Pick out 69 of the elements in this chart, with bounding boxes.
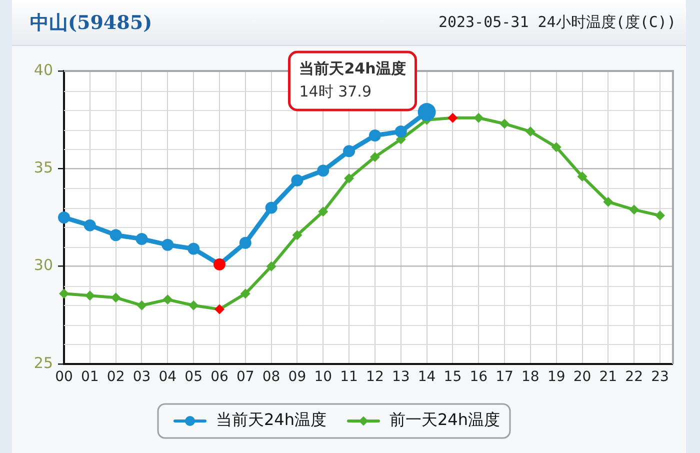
x-tick-label: 15 — [444, 369, 462, 386]
legend-label: 前一天24h温度 — [390, 410, 500, 430]
point — [162, 238, 174, 251]
x-tick-label: 22 — [625, 369, 643, 386]
point — [59, 288, 69, 299]
point — [368, 129, 381, 142]
x-tick-label: 21 — [599, 369, 618, 386]
x-tick-label: 04 — [158, 369, 177, 386]
legend-label: 当前天24h温度 — [216, 410, 326, 430]
point — [318, 206, 328, 217]
point — [214, 304, 224, 314]
x-tick-label: 14 — [418, 369, 436, 386]
x-tick-label: 20 — [573, 369, 592, 386]
x-tick-label: 17 — [496, 369, 514, 386]
annotation: 当前天24h温度 14时 37.9 — [299, 59, 406, 100]
point — [291, 174, 304, 186]
y-tick-label: 25 — [34, 354, 53, 372]
x-tick-label: 13 — [392, 369, 410, 386]
x-tick-label: 12 — [366, 369, 384, 386]
point — [629, 204, 640, 215]
chart-subtitle: 2023-05-31 24小时温度(度(C)) — [438, 13, 676, 32]
point — [265, 202, 278, 214]
x-tick-label: 03 — [132, 369, 151, 386]
point — [266, 261, 276, 272]
y-tick-label: 35 — [34, 158, 53, 177]
x-tick-label: 23 — [651, 369, 669, 386]
point — [577, 171, 588, 182]
point — [448, 112, 458, 123]
point — [110, 292, 121, 303]
point — [603, 196, 614, 207]
point — [394, 126, 407, 138]
chart-title: 中山(59485) — [30, 10, 152, 36]
point — [136, 300, 147, 310]
point — [240, 288, 250, 299]
point — [292, 230, 302, 240]
point — [655, 210, 665, 221]
point — [317, 164, 330, 177]
point — [162, 294, 173, 305]
x-tick-label: 08 — [262, 369, 280, 386]
point — [188, 242, 200, 255]
x-tick-label: 00 — [55, 369, 73, 386]
point — [551, 142, 562, 152]
x-tick-label: 01 — [81, 369, 99, 386]
x-tick-label: 07 — [236, 369, 254, 386]
x-tick-label: 16 — [470, 369, 488, 386]
x-tick-label: 19 — [547, 369, 566, 386]
x-tick-label: 06 — [210, 369, 228, 386]
point — [110, 229, 122, 242]
x-tick-label: 02 — [106, 369, 125, 386]
point — [525, 126, 536, 137]
x-tick-label: 09 — [288, 369, 306, 386]
y-tick-label: 40 — [34, 60, 53, 79]
x-tick-label: 11 — [340, 369, 358, 386]
point — [58, 212, 70, 224]
point — [370, 152, 380, 162]
point — [343, 145, 356, 158]
point — [188, 300, 199, 310]
y-tick-label: 30 — [34, 256, 53, 274]
point — [84, 219, 96, 232]
point — [213, 258, 226, 270]
point — [136, 232, 148, 245]
x-tick-label: 18 — [522, 369, 540, 386]
x-tick-label: 05 — [184, 369, 202, 386]
point — [344, 173, 354, 184]
point — [474, 112, 484, 123]
x-tick-label: 10 — [314, 369, 332, 386]
point — [84, 290, 95, 301]
point — [500, 118, 510, 129]
point — [239, 236, 252, 249]
